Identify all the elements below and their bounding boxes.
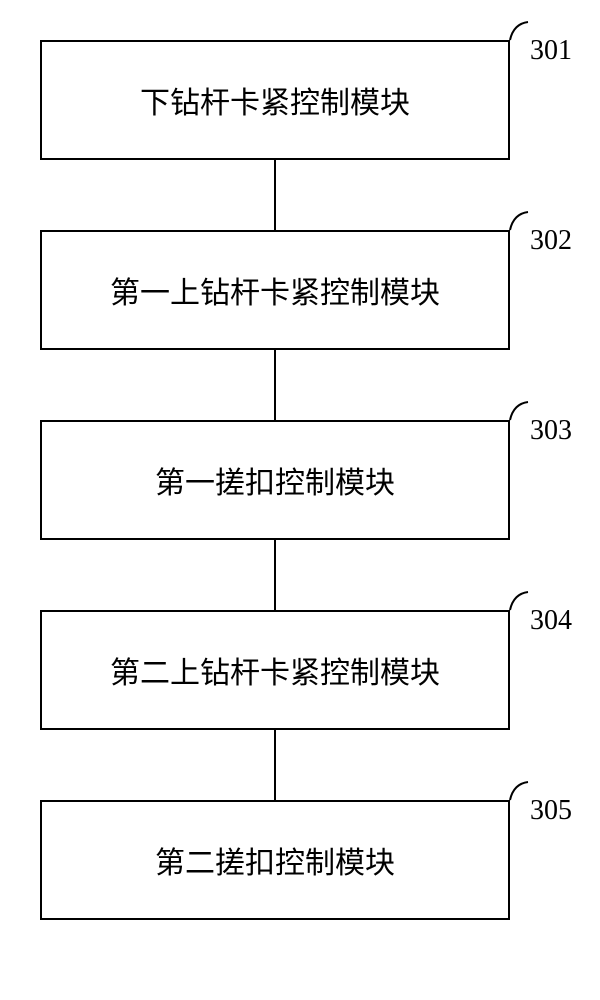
node-label: 第一搓扣控制模块 (155, 458, 395, 502)
flowchart-connector (274, 160, 276, 230)
flowchart-node: 下钻杆卡紧控制模块 (40, 40, 510, 160)
flowchart-node: 第二上钻杆卡紧控制模块 (40, 610, 510, 730)
flowchart-node: 第一上钻杆卡紧控制模块 (40, 230, 510, 350)
node-label: 第二搓扣控制模块 (155, 838, 395, 882)
node-label: 第二上钻杆卡紧控制模块 (110, 648, 440, 692)
callout-line (508, 210, 530, 232)
node-label: 下钻杆卡紧控制模块 (140, 78, 410, 122)
callout-line (508, 590, 530, 612)
ref-label: 301 (530, 35, 572, 67)
flowchart-connector (274, 540, 276, 610)
callout-line (508, 780, 530, 802)
ref-label: 304 (530, 605, 572, 637)
flowchart-connector (274, 350, 276, 420)
flowchart-root: 下钻杆卡紧控制模块 301 第一上钻杆卡紧控制模块 302 第一搓扣控制模块 303 第二上… (0, 0, 600, 1000)
callout-line (508, 400, 530, 422)
flowchart-node: 第一搓扣控制模块 (40, 420, 510, 540)
ref-label: 303 (530, 415, 572, 447)
node-label: 第一上钻杆卡紧控制模块 (110, 268, 440, 312)
flowchart-connector (274, 730, 276, 800)
ref-label: 302 (530, 225, 572, 257)
ref-label: 305 (530, 795, 572, 827)
callout-line (508, 20, 530, 42)
flowchart-node: 第二搓扣控制模块 (40, 800, 510, 920)
